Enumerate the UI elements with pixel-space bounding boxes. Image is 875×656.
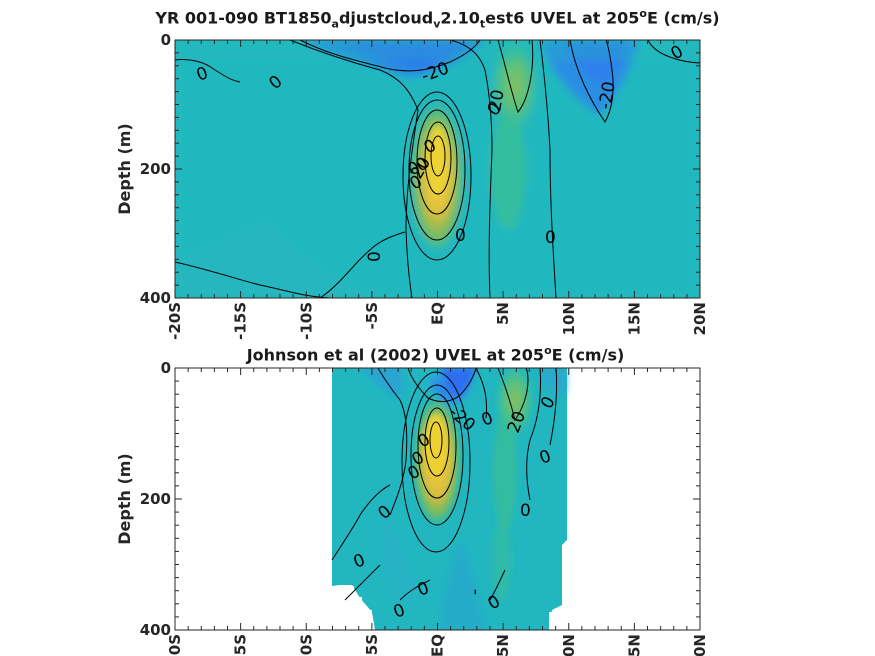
x-tick-label: 5N: [494, 634, 512, 656]
x-tick-label: -15S: [232, 302, 250, 340]
y-tick-label: 200: [140, 160, 171, 178]
top-axes: -20S -15S -10S -5S EQ 5N 10N 15N 20N0200400Depth…: [115, 31, 709, 340]
svg-text:0: 0: [545, 228, 556, 248]
x-tick-label: -10S: [297, 302, 315, 340]
bottom-heatmap: -20 20 0 0 0 0 0 0 0 0 0 0 0 0 -: [331, 368, 567, 630]
x-tick-label: 5N: [494, 302, 512, 325]
svg-text:0: 0: [520, 501, 531, 521]
y-tick-label: 400: [140, 621, 171, 639]
x-tick-label: -20S: [166, 302, 184, 340]
bottom-contours: [331, 368, 558, 601]
top-heatmap: 0 0 -20 20 -20 0 20 0 0 0 0 0 0 0 0: [175, 40, 700, 298]
svg-text:20: 20: [485, 88, 508, 113]
y-axis-label: Depth (m): [115, 453, 134, 545]
top-contours: [175, 40, 700, 298]
x-tick-label: -5S: [363, 302, 381, 329]
x-tick-label: EQ: [429, 634, 447, 656]
x-tick-label: 10N: [560, 302, 578, 335]
x-tick-label: -20S: [166, 634, 184, 656]
x-tick-label: 15N: [625, 302, 643, 335]
svg-text:0: 0: [455, 226, 466, 246]
top-chart-title: YR 001-090 BT1850adjustcloudv2.10test6 U…: [155, 7, 720, 31]
y-tick-label: 400: [140, 289, 171, 307]
x-tick-label: -5S: [363, 634, 381, 656]
svg-text:-20: -20: [595, 80, 620, 111]
x-tick-label: -10S: [297, 634, 315, 656]
x-tick-label: 15N: [625, 634, 643, 656]
y-tick-label: 0: [161, 359, 171, 377]
y-tick-label: 200: [140, 490, 171, 508]
y-tick-label: 0: [161, 31, 171, 49]
x-tick-label: -15S: [232, 634, 250, 656]
svg-text:0: 0: [365, 251, 385, 262]
x-tick-label: 20N: [691, 302, 709, 335]
x-tick-label: 10N: [560, 634, 578, 656]
bottom-axes: -20S -15S -10S -5S EQ 5N 10N 15N 20N 0 200 400 Depth…: [115, 359, 709, 656]
x-tick-label: EQ: [429, 302, 447, 325]
bottom-chart-title: Johnson et al (2002) UVEL at 205oE (cm/s…: [246, 344, 625, 365]
svg-text:-: -: [465, 589, 485, 595]
y-axis-label: Depth (m): [115, 123, 134, 215]
x-tick-label: 20N: [691, 634, 709, 656]
